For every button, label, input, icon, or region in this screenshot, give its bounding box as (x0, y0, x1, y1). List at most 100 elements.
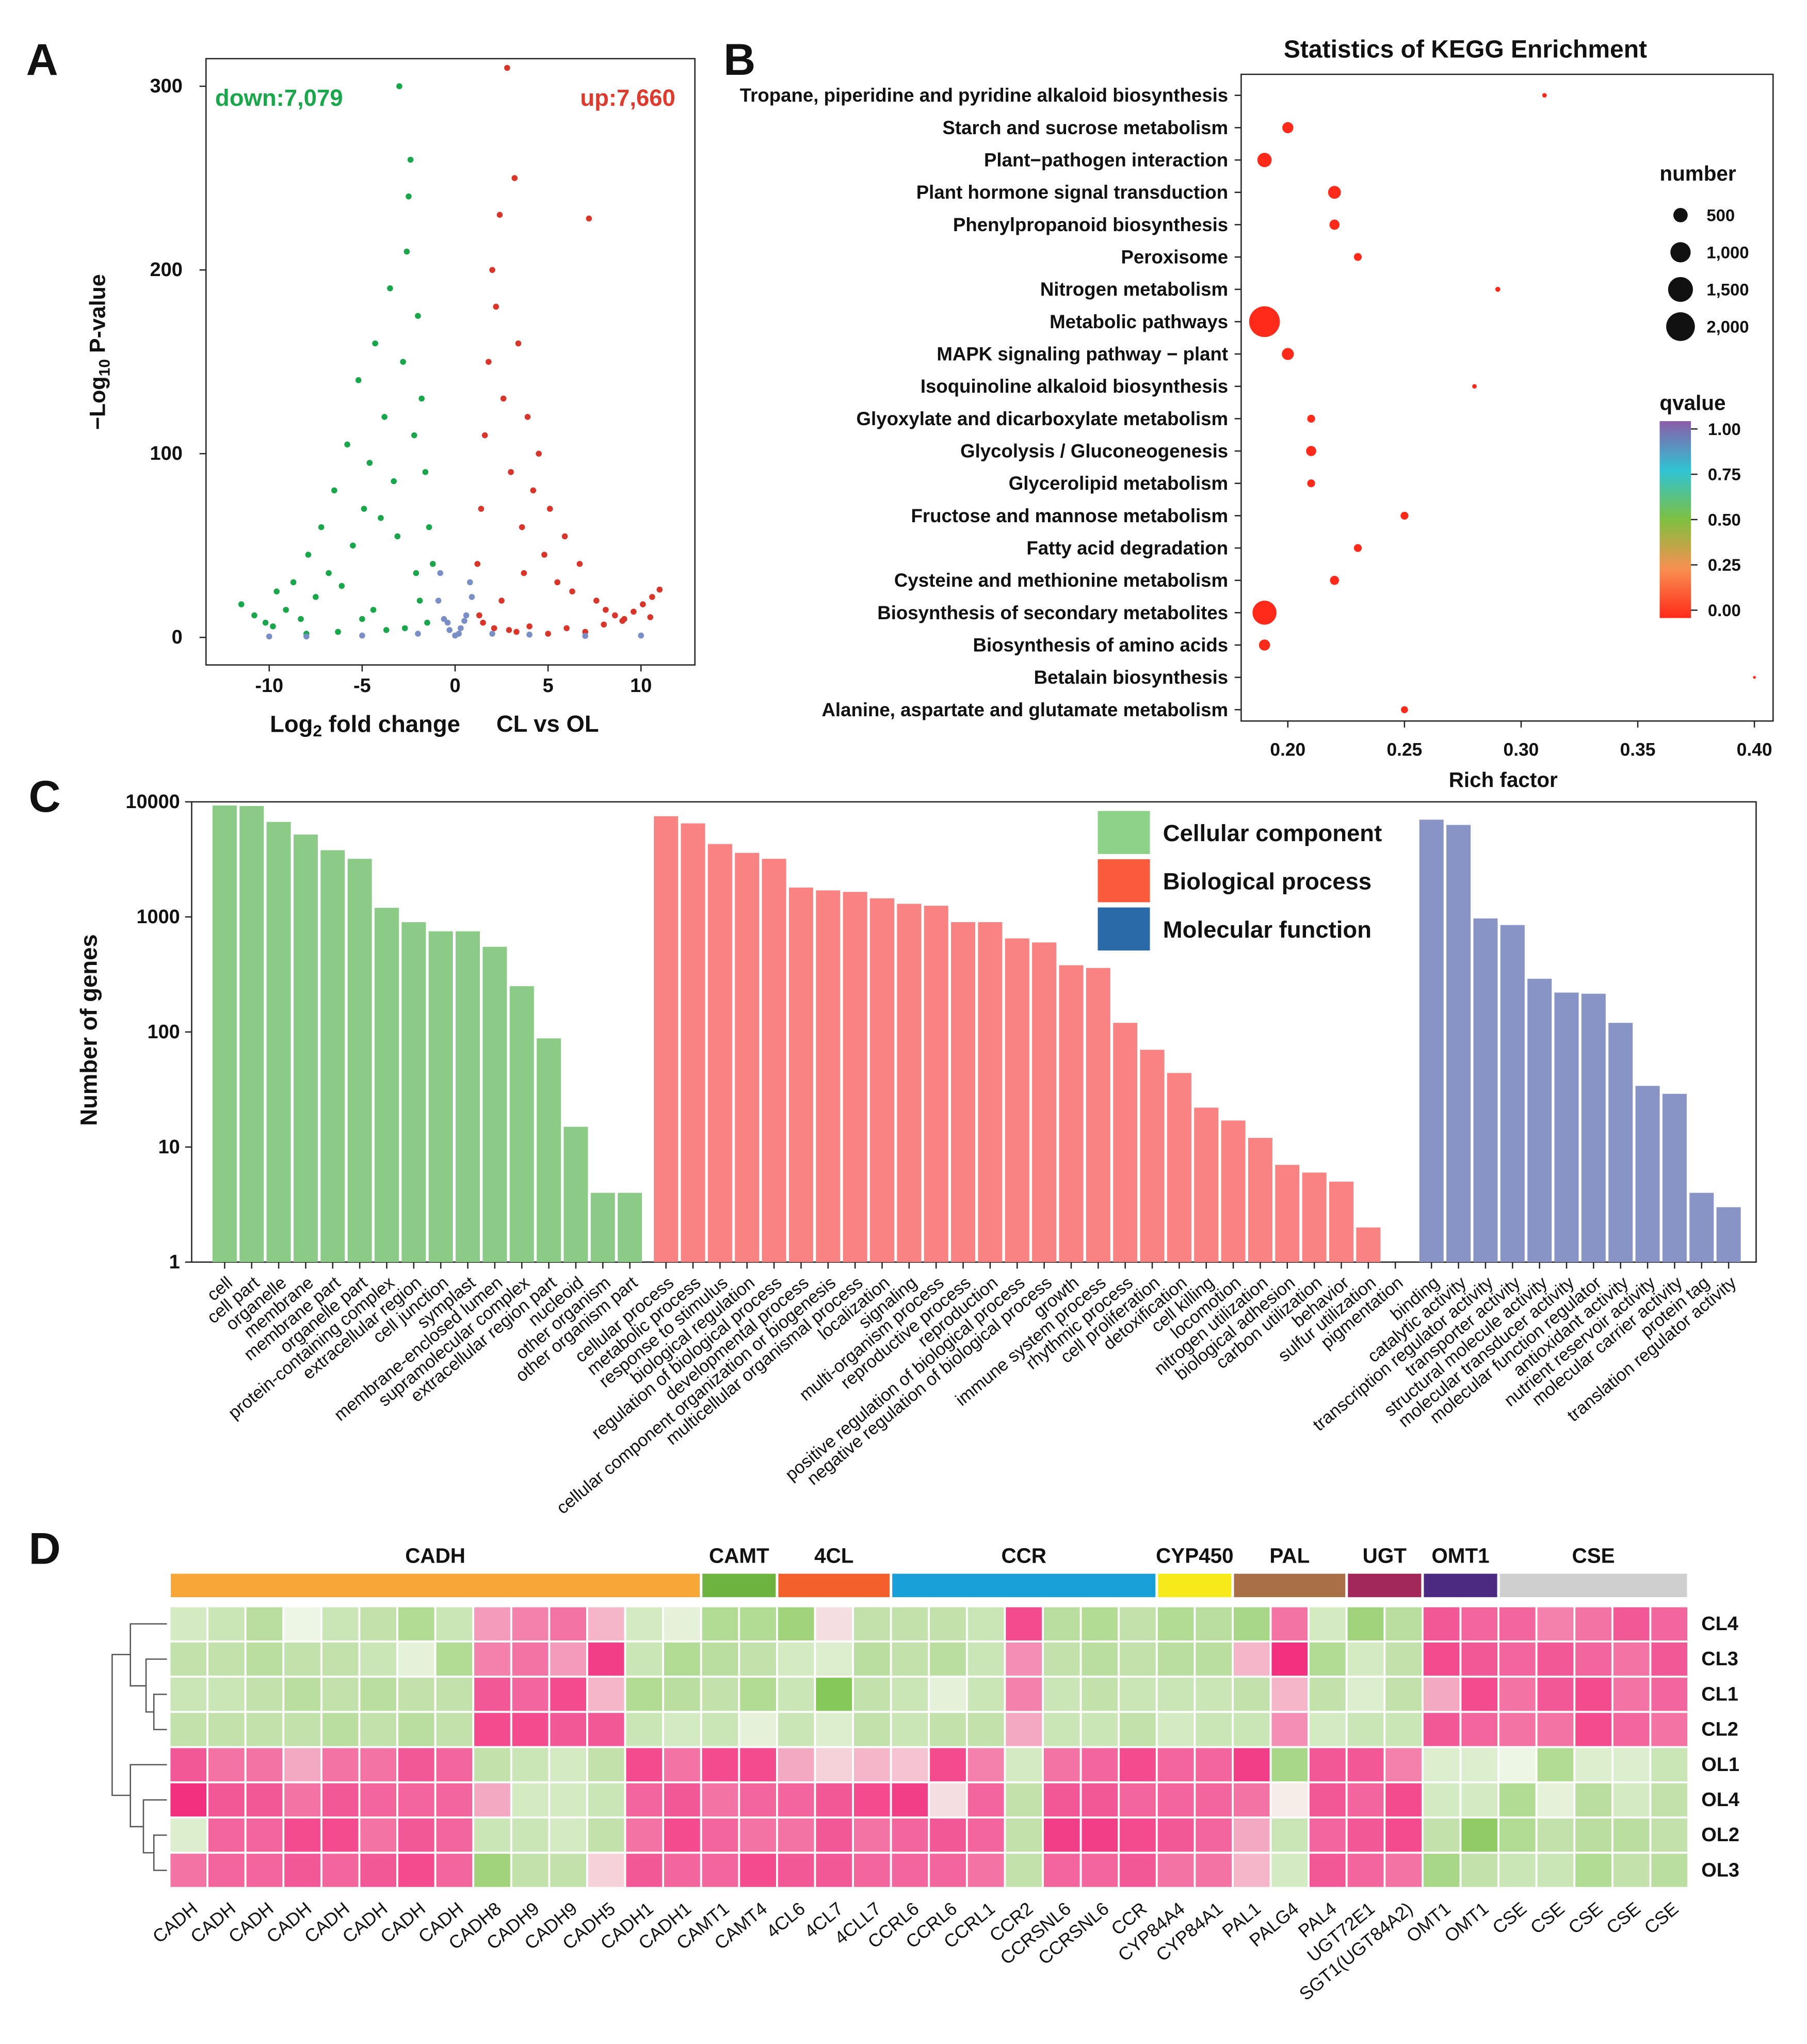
chart-title: Statistics of KEGG Enrichment (1284, 36, 1647, 63)
y-tick-label: Nitrogen metabolism (1040, 279, 1228, 300)
heat-cell (965, 1781, 1006, 1819)
point (383, 627, 390, 633)
bar (1500, 925, 1525, 1262)
bar (293, 834, 318, 1262)
heat-cell (890, 1746, 930, 1783)
heat-cell (586, 1816, 626, 1854)
heat-cell (1383, 1816, 1424, 1854)
heat-cell (1611, 1711, 1652, 1748)
point (638, 632, 644, 639)
x-tick-label: 0.25 (1386, 739, 1422, 760)
bubble (1472, 384, 1477, 389)
heat-cell (434, 1852, 475, 1889)
bubble (1307, 414, 1315, 423)
y-tick-label: 100 (148, 1021, 180, 1043)
heat-cell (928, 1816, 968, 1854)
heat-cell (1308, 1852, 1348, 1889)
y-tick-label: Glyoxylate and dicarboxylate metabolism (857, 408, 1229, 429)
heat-cell (890, 1852, 930, 1889)
heat-cell (700, 1605, 740, 1643)
heat-cell (434, 1605, 475, 1643)
heat-cell (624, 1676, 665, 1713)
heat-cell (586, 1781, 626, 1819)
bar (347, 859, 372, 1262)
legend-label: 2,000 (1706, 317, 1749, 336)
point (489, 631, 495, 637)
row-label: OL2 (1701, 1824, 1739, 1846)
point (457, 625, 464, 632)
heat-cell (1459, 1605, 1499, 1643)
bar (843, 892, 867, 1262)
heat-cell (928, 1640, 968, 1678)
bar (590, 1193, 615, 1262)
heat-cell (1118, 1676, 1158, 1713)
bar (1329, 1181, 1353, 1262)
bar (509, 986, 534, 1262)
panel-label: C (29, 772, 61, 822)
y-tick-label: Alanine, aspartate and glutamate metabol… (821, 699, 1228, 720)
heat-cell (358, 1640, 398, 1678)
legend-label: 1,500 (1706, 280, 1749, 299)
x-axis-label-sub: 2 (313, 721, 322, 740)
point (266, 633, 272, 640)
heat-cell (1573, 1816, 1614, 1854)
legend-bubble (1670, 242, 1691, 263)
bar (924, 906, 948, 1262)
heat-cell (168, 1746, 208, 1783)
point (415, 313, 421, 319)
heat-cell (738, 1711, 778, 1748)
heat-cell (852, 1676, 892, 1713)
point (489, 267, 495, 273)
row-label: CL1 (1701, 1683, 1738, 1705)
heat-cell (1308, 1781, 1348, 1819)
heat-cell (1193, 1816, 1234, 1854)
point (508, 469, 514, 475)
heat-cell (1232, 1852, 1272, 1889)
heat-cell (1383, 1605, 1424, 1643)
bar (1473, 918, 1498, 1262)
bubble (1259, 639, 1270, 651)
heat-cell (852, 1746, 892, 1783)
heat-cell (282, 1711, 322, 1748)
point (545, 631, 551, 637)
heat-cell (168, 1605, 208, 1643)
y-axis-label: −Log10 P-value (86, 274, 113, 430)
point (526, 623, 533, 630)
heat-cell (624, 1781, 665, 1819)
bar (374, 908, 399, 1262)
point (612, 612, 618, 619)
row-label: OL4 (1701, 1789, 1739, 1811)
heat-cell (814, 1781, 854, 1819)
bar (1248, 1138, 1272, 1262)
point (366, 460, 373, 466)
legend-swatch (1098, 859, 1150, 903)
x-axis-label-text: Log (270, 711, 313, 737)
heat-cell (434, 1676, 475, 1713)
bubble (1328, 186, 1341, 199)
heat-cell (1042, 1711, 1082, 1748)
bubble (1282, 348, 1294, 360)
heat-cell (1611, 1781, 1652, 1819)
y-tick-label: Isoquinoline alkaloid biosynthesis (921, 376, 1228, 397)
y-tick-label: 300 (150, 75, 183, 97)
point (536, 450, 542, 457)
heat-cell (1193, 1676, 1234, 1713)
heat-cell (282, 1640, 322, 1678)
heat-cell (1535, 1852, 1576, 1889)
y-tick-label: 100 (150, 443, 183, 464)
heat-cell (206, 1746, 247, 1783)
heat-cell (965, 1676, 1006, 1713)
heat-cell (662, 1640, 702, 1678)
bar (1419, 819, 1444, 1262)
heat-cell (548, 1605, 588, 1643)
point (381, 414, 388, 420)
point (331, 487, 337, 494)
heat-cell (472, 1852, 512, 1889)
bar (1275, 1165, 1300, 1262)
heat-cell (510, 1676, 551, 1713)
colorbar-label: 0.00 (1708, 601, 1741, 620)
heat-cell (282, 1781, 322, 1819)
group-label: CYP450 (1156, 1543, 1234, 1567)
heat-cell (1155, 1816, 1196, 1854)
